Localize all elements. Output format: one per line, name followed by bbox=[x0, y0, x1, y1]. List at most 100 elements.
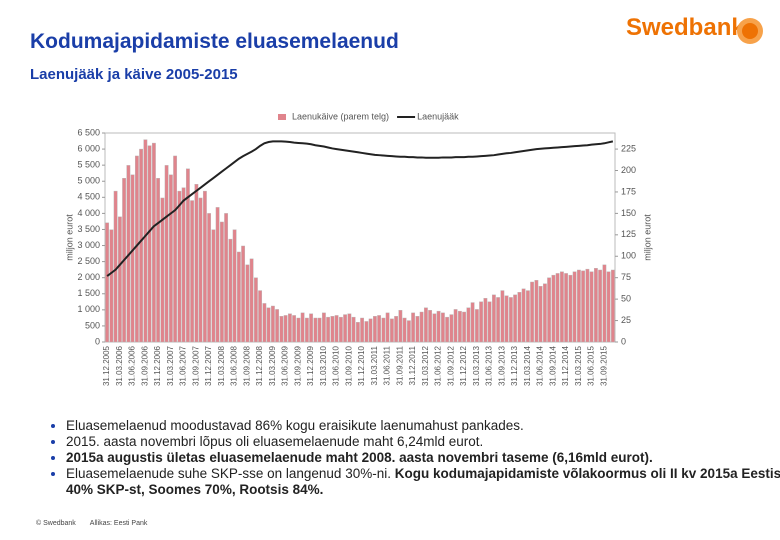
bar bbox=[338, 316, 343, 343]
bar bbox=[364, 321, 369, 343]
bar bbox=[508, 297, 513, 343]
y-tick-label: 4 000 bbox=[77, 208, 100, 218]
bar bbox=[602, 264, 607, 343]
bar bbox=[525, 290, 530, 343]
y2-tick-label: 75 bbox=[621, 272, 631, 282]
bar bbox=[381, 317, 386, 343]
bar bbox=[576, 269, 581, 343]
bar bbox=[270, 305, 275, 343]
bar bbox=[105, 222, 110, 343]
bar bbox=[211, 229, 216, 343]
bar bbox=[538, 286, 543, 343]
bar bbox=[139, 148, 144, 343]
bar bbox=[351, 316, 356, 343]
bar bbox=[143, 139, 148, 343]
y2-tick-label: 50 bbox=[621, 294, 631, 304]
bar bbox=[415, 316, 420, 343]
x-tick-label: 31.03.2013 bbox=[472, 345, 481, 386]
y-tick-label: 5 000 bbox=[77, 176, 100, 186]
bullet: 2015. aasta novembri lõpus oli eluasemel… bbox=[66, 434, 780, 450]
subtitle: Laenujääk ja käive 2005-2015 bbox=[30, 66, 238, 83]
bar bbox=[423, 307, 428, 343]
x-tick-label: 31.06.2011 bbox=[383, 345, 392, 385]
x-tick-label: 31.03.2015 bbox=[574, 345, 583, 386]
x-tick-label: 31.03.2010 bbox=[319, 345, 328, 386]
bullet: Eluasemelaenude suhe SKP-sse on langenud… bbox=[66, 466, 780, 498]
bar bbox=[466, 307, 471, 343]
y-tick-label: 5 500 bbox=[77, 160, 100, 170]
bar bbox=[156, 178, 161, 343]
bar bbox=[593, 268, 598, 343]
y-tick-label: 0 bbox=[95, 336, 100, 346]
y-tick-label: 6 000 bbox=[77, 143, 100, 153]
x-tick-label: 31.03.2009 bbox=[268, 345, 277, 386]
x-tick-label: 31.12.2005 bbox=[102, 345, 111, 386]
bullet-text: 2015a augustis ületas eluasemelaenude ma… bbox=[66, 450, 653, 465]
logo: Swedbank bbox=[626, 14, 745, 41]
bar bbox=[411, 312, 416, 343]
y2-tick-label: 25 bbox=[621, 315, 631, 325]
bar bbox=[283, 315, 288, 343]
bar bbox=[474, 309, 479, 343]
y2-tick-label: 225 bbox=[621, 143, 636, 153]
bar bbox=[292, 315, 297, 343]
x-tick-label: 31.09.2010 bbox=[344, 345, 353, 386]
bar bbox=[419, 311, 424, 343]
x-tick-label: 31.06.2010 bbox=[332, 345, 341, 386]
x-tick-label: 31.03.2008 bbox=[217, 345, 226, 386]
bullet-list: Eluasemelaenud moodustavad 86% kogu erai… bbox=[28, 418, 780, 498]
x-tick-label: 31.12.2007 bbox=[204, 345, 213, 386]
y-tick-label: 1 500 bbox=[77, 288, 100, 298]
bar bbox=[198, 197, 203, 343]
bar bbox=[432, 313, 437, 343]
bar bbox=[504, 295, 509, 343]
bar bbox=[398, 310, 403, 343]
y2-tick-label: 200 bbox=[621, 165, 636, 175]
y2-axis-label: miljon eurot bbox=[642, 214, 652, 261]
bar bbox=[190, 200, 195, 343]
bar bbox=[440, 312, 445, 343]
legend-label: Laenukäive (parem telg) bbox=[292, 111, 389, 121]
bar bbox=[559, 271, 564, 343]
x-tick-label: 31.12.2011 bbox=[408, 345, 417, 385]
bar bbox=[491, 294, 496, 343]
bar bbox=[224, 213, 229, 343]
bar bbox=[445, 316, 450, 343]
bar bbox=[606, 271, 611, 343]
x-tick-label: 31.06.2009 bbox=[281, 345, 290, 386]
bar bbox=[236, 251, 241, 343]
x-tick-label: 31.03.2011 bbox=[370, 345, 379, 385]
bar bbox=[610, 269, 615, 343]
bar bbox=[296, 317, 301, 343]
bar bbox=[343, 314, 348, 343]
source: Allikas: Eesti Pank bbox=[89, 520, 148, 527]
bar bbox=[151, 142, 156, 343]
bar bbox=[355, 322, 360, 343]
x-tick-label: 31.12.2008 bbox=[255, 345, 264, 386]
x-tick-label: 31.09.2012 bbox=[446, 345, 455, 386]
bar bbox=[304, 317, 309, 343]
bar bbox=[185, 168, 190, 343]
bar bbox=[313, 317, 318, 343]
x-tick-label: 31.12.2014 bbox=[561, 345, 570, 386]
bar bbox=[262, 303, 267, 343]
x-tick-label: 31.03.2012 bbox=[421, 345, 430, 386]
bar bbox=[326, 316, 331, 343]
x-tick-label: 31.06.2006 bbox=[128, 345, 137, 386]
y2-tick-label: 100 bbox=[621, 251, 636, 261]
bar bbox=[160, 197, 165, 343]
bar bbox=[406, 320, 411, 343]
bar bbox=[389, 318, 394, 343]
bar bbox=[215, 207, 220, 343]
bar bbox=[517, 292, 522, 343]
title: Kodumajapidamiste eluasemelaenud bbox=[30, 30, 399, 53]
bar bbox=[232, 229, 237, 343]
x-tick-label: 31.12.2009 bbox=[306, 345, 315, 386]
y-tick-label: 1 000 bbox=[77, 304, 100, 314]
x-tick-label: 31.09.2006 bbox=[140, 345, 149, 386]
bullet-text: Kogu kodumajapidamiste võlakoormus oli I… bbox=[66, 466, 780, 497]
bar bbox=[279, 316, 284, 343]
bar bbox=[585, 268, 590, 343]
y-tick-label: 2 500 bbox=[77, 256, 100, 266]
y2-tick-label: 125 bbox=[621, 229, 636, 239]
